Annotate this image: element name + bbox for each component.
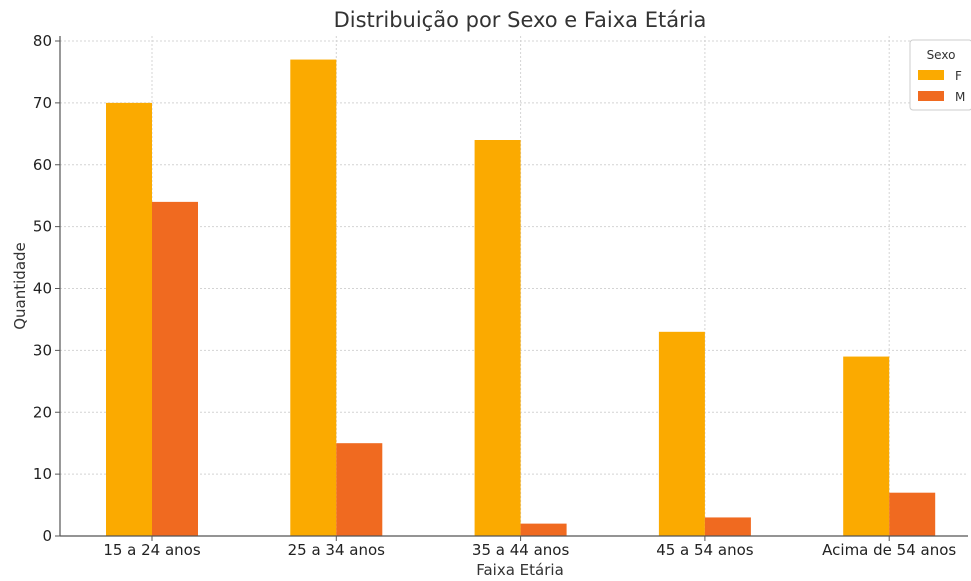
x-tick-label: 15 a 24 anos [103,541,201,559]
bar-f-2 [474,140,521,536]
y-tick-label: 50 [33,218,52,236]
bar-m-2 [520,523,567,536]
bar-f-1 [290,59,337,536]
legend-swatch-m [918,91,944,101]
bar-f-4 [843,356,890,536]
bar-f-3 [658,331,705,536]
x-ticks: 15 a 24 anos 25 a 34 anos 35 a 44 anos 45 a… [103,536,956,559]
y-axis-label: Quantidade [11,242,29,330]
y-tick-label: 20 [33,403,52,421]
y-ticks: 0 10 20 30 40 50 60 70 80 [33,32,60,545]
chart-title: Distribuição por Sexo e Faixa Etária [334,8,707,32]
bars [106,59,936,536]
legend-title: Sexo [927,48,956,62]
y-tick-label: 0 [42,527,52,545]
legend: Sexo FM [909,39,971,111]
y-tick-label: 40 [33,280,52,298]
legend-items: FM [918,69,965,104]
axes [59,36,968,537]
y-tick-label: 80 [33,32,52,50]
bar-m-4 [889,492,936,536]
legend-label-f: F [955,69,962,83]
legend-label-m: M [955,90,965,104]
bar-m-0 [152,201,198,536]
legend-swatch-f [918,70,944,80]
y-tick-label: 70 [33,94,52,112]
y-tick-label: 30 [33,341,52,359]
x-tick-label: 25 a 34 anos [288,541,386,559]
bar-f-0 [106,102,152,536]
bar-m-3 [704,517,751,536]
y-tick-label: 10 [33,465,52,483]
x-tick-label: Acima de 54 anos [822,541,956,559]
x-axis-label: Faixa Etária [476,561,564,579]
x-tick-label: 45 a 54 anos [656,541,754,559]
bar-m-1 [336,443,383,536]
x-tick-label: 35 a 44 anos [472,541,570,559]
y-tick-label: 60 [33,156,52,174]
